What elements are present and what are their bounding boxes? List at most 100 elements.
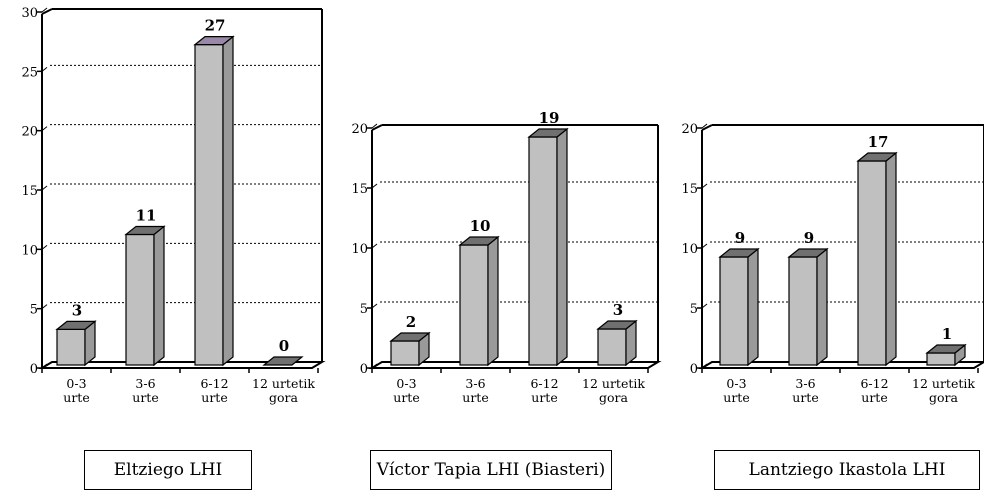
- bar: [458, 235, 500, 367]
- bar-front: [597, 328, 627, 366]
- y-tick-label: 15: [681, 182, 698, 197]
- y-tick-depth: [41, 363, 48, 369]
- category-label: urte: [861, 390, 887, 405]
- category-label: 6-12: [860, 376, 888, 391]
- category-label: 3-6: [795, 376, 815, 391]
- y-tick-label: 20: [681, 122, 698, 137]
- y-tick-label: 10: [21, 243, 38, 258]
- y-axis-depth: [371, 124, 383, 131]
- bar-front: [528, 136, 558, 366]
- bar-side: [885, 151, 897, 367]
- category-label: 6-12: [200, 376, 228, 391]
- bar-side: [747, 247, 759, 367]
- chart-1: 05101520253030-3urte113-6urte276-12urte0…: [21, 6, 326, 405]
- y-axis-depth: [41, 8, 53, 15]
- bar-side: [222, 35, 234, 367]
- data-label: 0: [279, 337, 289, 355]
- category-label: urte: [531, 390, 557, 405]
- y-tick-label: 5: [360, 302, 368, 317]
- y-axis-depth: [701, 124, 713, 131]
- bar-side: [556, 127, 568, 367]
- bar-front: [459, 244, 489, 366]
- y-tick-depth: [371, 183, 378, 189]
- y-tick-depth: [701, 303, 708, 309]
- charts-canvas: 05101520253030-3urte113-6urte276-12urte0…: [21, 6, 984, 405]
- category-label: 0-3: [726, 376, 746, 391]
- data-label: 2: [406, 313, 416, 331]
- y-tick-label: 0: [30, 362, 38, 377]
- y-tick-depth: [41, 7, 48, 13]
- bar: [787, 247, 829, 367]
- bar-front: [194, 43, 224, 366]
- bar-top: [55, 320, 97, 330]
- category-label: gora: [599, 390, 629, 405]
- category-label: 12 urtetik: [912, 376, 975, 391]
- data-label: 1: [942, 325, 952, 343]
- y-tick-label: 10: [351, 242, 368, 257]
- y-tick-label: 25: [21, 65, 38, 80]
- category-label: 0-3: [396, 376, 416, 391]
- bar-top: [458, 236, 500, 246]
- category-label: urte: [723, 390, 749, 405]
- bar: [262, 356, 304, 366]
- y-tick-depth: [371, 303, 378, 309]
- category-label: urte: [393, 390, 419, 405]
- y-tick-label: 10: [681, 242, 698, 257]
- floor: [38, 361, 326, 369]
- y-tick-label: 0: [690, 362, 698, 377]
- bar-side: [153, 225, 165, 367]
- bar-top: [389, 332, 431, 342]
- category-label: urte: [132, 390, 158, 405]
- data-label: 27: [205, 17, 226, 35]
- category-label: gora: [929, 390, 959, 405]
- bar: [925, 343, 967, 367]
- floor: [698, 361, 984, 369]
- bar: [389, 331, 431, 367]
- data-label: 10: [470, 217, 491, 235]
- y-tick-label: 20: [21, 125, 38, 140]
- y-tick-label: 15: [351, 182, 368, 197]
- y-tick-depth: [41, 66, 48, 72]
- category-label: 3-6: [465, 376, 485, 391]
- data-label: 19: [539, 109, 560, 127]
- bar-front: [56, 328, 86, 366]
- chart-2-title: Víctor Tapia LHI (Biasteri): [370, 450, 612, 490]
- y-tick-label: 20: [351, 122, 368, 137]
- bar: [193, 35, 235, 367]
- y-tick-depth: [41, 244, 48, 250]
- data-label: 11: [136, 206, 157, 224]
- category-label: urte: [63, 390, 89, 405]
- bar-front: [788, 256, 818, 366]
- bar-top: [193, 35, 235, 46]
- bar-top: [262, 356, 304, 366]
- y-tick-label: 5: [30, 303, 38, 318]
- bar-front: [857, 160, 887, 366]
- category-label: urte: [201, 390, 227, 405]
- bar: [596, 319, 638, 367]
- y-tick-depth: [371, 363, 378, 369]
- category-label: urte: [792, 390, 818, 405]
- category-label: 6-12: [530, 376, 558, 391]
- bar-top: [527, 128, 569, 138]
- y-tick-depth: [41, 304, 48, 310]
- y-tick-label: 0: [360, 362, 368, 377]
- floor: [368, 361, 662, 369]
- bar: [718, 247, 760, 367]
- y-tick-label: 5: [690, 302, 698, 317]
- category-label: 3-6: [135, 376, 155, 391]
- bar-top: [925, 344, 967, 354]
- bar-front: [719, 256, 749, 366]
- bar: [856, 151, 898, 367]
- y-tick-depth: [701, 243, 708, 249]
- bar: [527, 127, 569, 367]
- bar-top: [124, 225, 166, 236]
- bar: [124, 225, 166, 367]
- bar-side: [487, 235, 499, 367]
- bar-front: [390, 340, 420, 366]
- bar-side: [816, 247, 828, 367]
- y-tick-depth: [701, 123, 708, 129]
- bar-top: [856, 152, 898, 162]
- category-label: urte: [462, 390, 488, 405]
